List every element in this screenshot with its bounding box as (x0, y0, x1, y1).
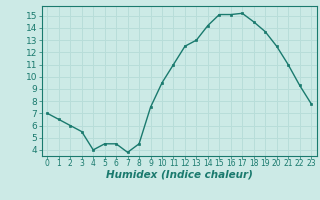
X-axis label: Humidex (Indice chaleur): Humidex (Indice chaleur) (106, 170, 252, 180)
